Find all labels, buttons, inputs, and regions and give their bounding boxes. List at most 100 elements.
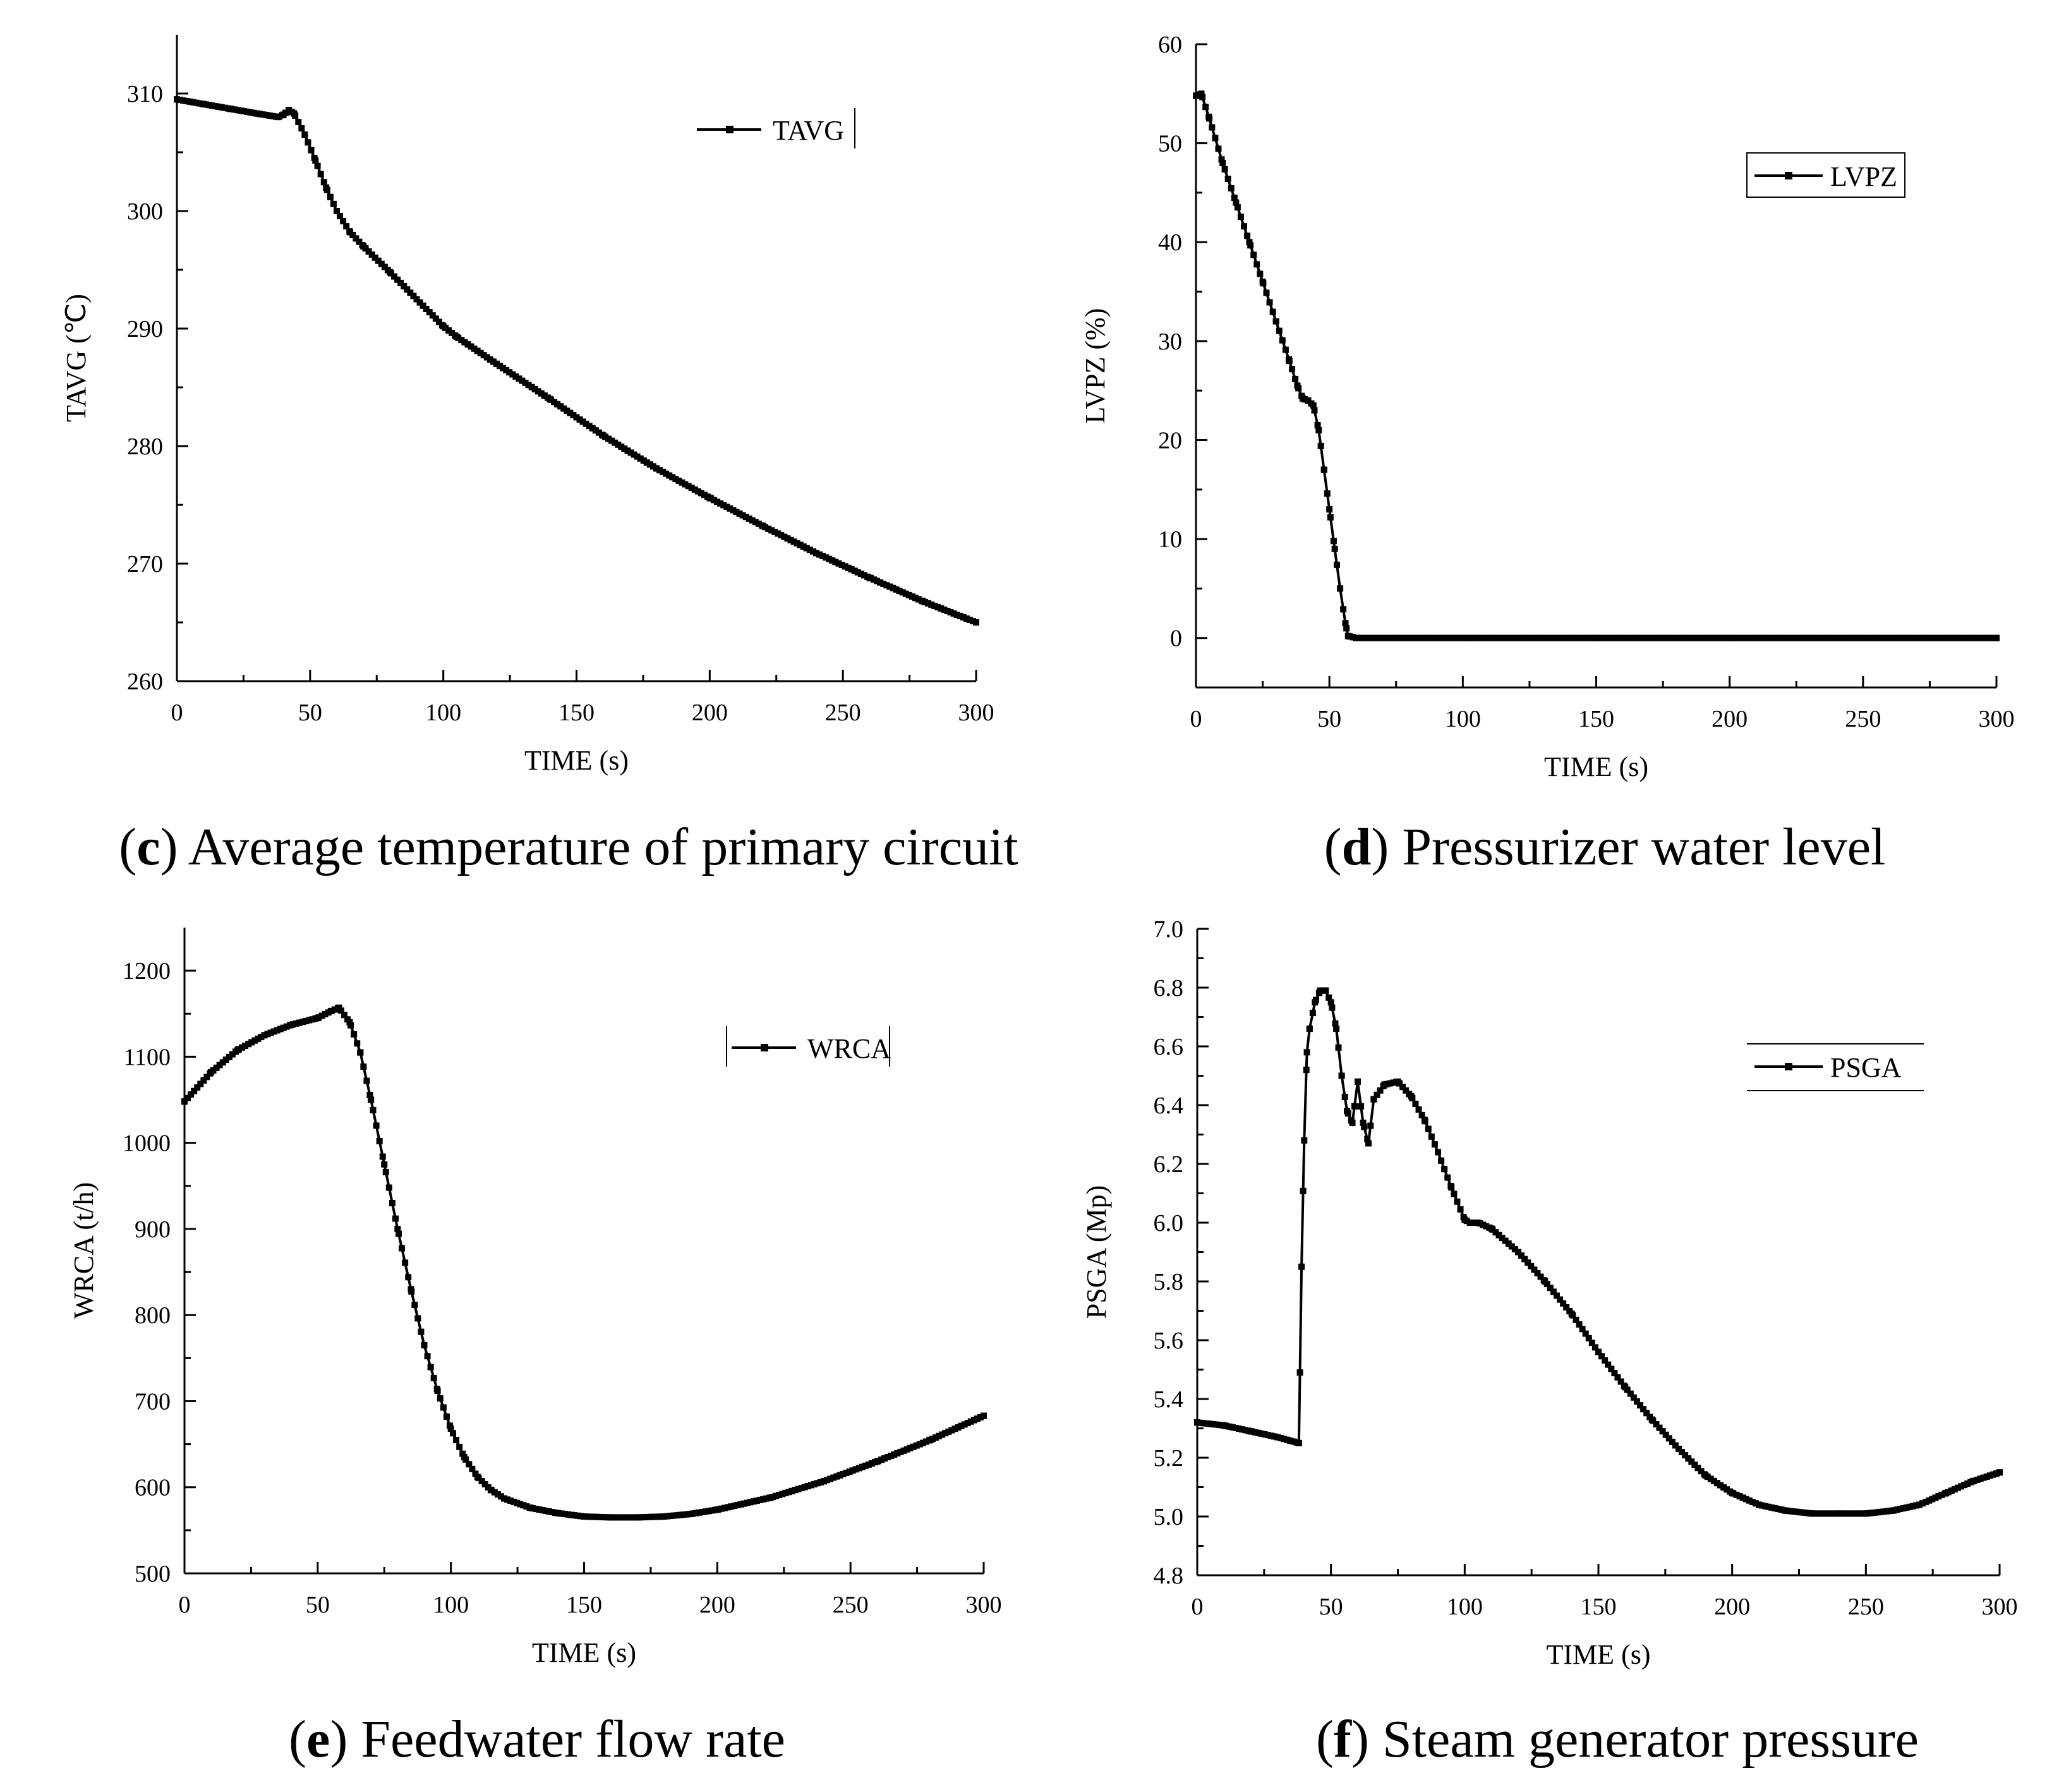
f-data-point-198 (1829, 1510, 1836, 1517)
e-data-point-69 (402, 1259, 409, 1266)
f-data-point-43 (1332, 1020, 1339, 1027)
d-data-point-85 (1464, 634, 1471, 641)
e-data-point-170 (725, 1504, 732, 1511)
c-data-point-77 (420, 302, 426, 309)
d-data-point-164 (1718, 634, 1725, 641)
d-data-point-59 (1382, 634, 1389, 641)
svg-text:(f) Steam generator pressure: (f) Steam generator pressure (1316, 1710, 1919, 1769)
d-data-point-133 (1619, 634, 1626, 641)
e-data-point-24 (258, 1034, 265, 1041)
f-data-point-10 (1226, 1423, 1233, 1430)
d-data-point-106 (1532, 634, 1539, 641)
f-data-point-163 (1717, 1482, 1724, 1489)
f-data-point-113 (1557, 1296, 1564, 1303)
c-data-point-92 (468, 343, 474, 350)
d-data-point-52 (1359, 634, 1366, 641)
d-data-point-199 (1830, 634, 1837, 641)
e-data-point-112 (539, 1507, 546, 1514)
d-key-point-12 (1310, 402, 1317, 409)
d-data-point-88 (1474, 634, 1481, 641)
e-data-point-244 (961, 1421, 968, 1428)
d-data-point-181 (1772, 634, 1779, 641)
e-data-point-130 (596, 1513, 603, 1520)
e-data-point-2 (188, 1091, 195, 1098)
d-data-point-182 (1775, 634, 1782, 641)
e-data-point-102 (507, 1498, 514, 1504)
e-key-point-11 (381, 1161, 388, 1168)
f-key-point-49 (1996, 1469, 2003, 1476)
d-data-point-147 (1663, 634, 1670, 641)
c-data-point-142 (627, 449, 634, 456)
d-data-point-175 (1753, 634, 1760, 641)
c-data-point-185 (765, 525, 772, 532)
e-data-point-240 (948, 1427, 955, 1434)
e-data-point-239 (945, 1428, 952, 1435)
e-data-point-90 (469, 1465, 476, 1472)
d-data-point-13 (1234, 204, 1241, 211)
e-data-point-135 (613, 1514, 620, 1521)
f-data-point-235 (1948, 1487, 1955, 1494)
svg-text:(c) Average temperature of pri: (c) Average temperature of primary circu… (119, 818, 1018, 876)
d-key-point-9 (1294, 382, 1301, 389)
d-data-point-138 (1634, 634, 1641, 641)
c-data-point-111 (528, 384, 535, 390)
f-x-tick-label-100: 100 (1447, 1594, 1483, 1620)
f-key-point-19 (1365, 1140, 1372, 1147)
e-data-point-77 (427, 1364, 434, 1371)
d-data-point-117 (1567, 634, 1574, 641)
d-data-point-150 (1673, 634, 1680, 641)
e-data-point-224 (897, 1448, 904, 1455)
d-data-point-207 (1856, 634, 1863, 641)
f-key-point-26 (1448, 1184, 1455, 1191)
d-key-point-14 (1320, 466, 1327, 473)
f-y-tick-label-6: 6.0 (1154, 1210, 1184, 1237)
c-data-point-48 (327, 193, 334, 200)
f-key-point-0 (1194, 1419, 1200, 1426)
caption-d: (d) Pressurizer water level (1324, 818, 1886, 876)
e-data-point-186 (776, 1491, 783, 1498)
c-data-point-82 (435, 318, 442, 325)
e-data-point-129 (593, 1513, 600, 1520)
d-data-point-41 (1324, 490, 1331, 497)
d-data-point-87 (1471, 634, 1478, 641)
f-y-tick-label-0: 4.8 (1154, 1563, 1184, 1589)
c-key-point-27 (973, 619, 979, 626)
c-data-point-152 (660, 468, 667, 475)
c-data-point-248 (966, 616, 973, 623)
c-data-point-170 (717, 500, 724, 507)
e-key-point-6 (327, 1008, 334, 1015)
e-data-point-106 (520, 1502, 527, 1509)
c-data-point-123 (567, 409, 574, 416)
d-legend-label: LVPZ (1830, 161, 1897, 192)
d-data-point-95 (1497, 634, 1504, 641)
d-data-point-203 (1842, 634, 1849, 641)
f-data-point-69 (1415, 1106, 1422, 1113)
d-data-point-23 (1266, 299, 1273, 306)
f-data-point-99 (1511, 1246, 1518, 1253)
e-key-point-26 (661, 1513, 667, 1520)
d-x-axis-title: TIME (s) (1544, 751, 1648, 782)
e-data-point-245 (964, 1420, 971, 1427)
c-data-point-57 (356, 238, 363, 245)
f-key-point-46 (1916, 1501, 1923, 1508)
f-key-point-34 (1595, 1348, 1602, 1355)
c-data-point-20 (238, 107, 245, 114)
e-data-point-78 (430, 1374, 437, 1381)
f-key-point-16 (1349, 1119, 1356, 1126)
d-data-point-56 (1372, 634, 1379, 641)
e-key-point-7 (335, 1004, 342, 1011)
c-data-point-202 (819, 552, 826, 559)
d-data-point-238 (1955, 634, 1962, 641)
e-data-point-121 (568, 1511, 575, 1518)
d-data-point-141 (1644, 634, 1651, 641)
f-key-point-17 (1355, 1078, 1361, 1085)
d-data-point-74 (1430, 634, 1437, 641)
c-data-point-73 (407, 289, 414, 296)
f-data-point-42 (1329, 1004, 1336, 1011)
d-data-point-53 (1362, 634, 1369, 641)
f-data-point-169 (1736, 1493, 1743, 1500)
c-data-point-79 (426, 309, 433, 316)
c-data-point-188 (775, 530, 782, 537)
e-data-point-18 (239, 1044, 246, 1051)
d-x-tick-label-100: 100 (1445, 706, 1481, 732)
